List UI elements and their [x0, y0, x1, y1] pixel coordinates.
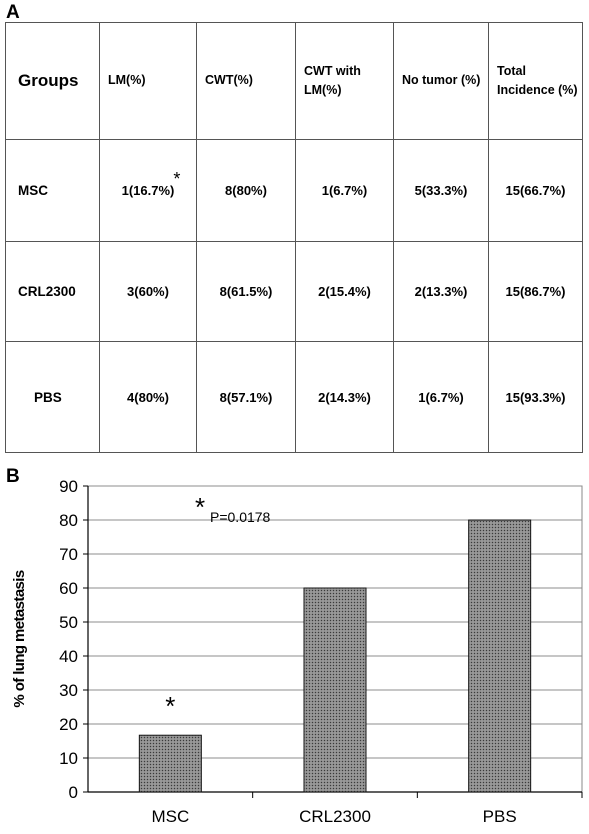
- p-value-annotation: P=0.0178: [210, 509, 271, 525]
- y-tick-label: 40: [59, 647, 78, 666]
- table-cell: 2(14.3%): [295, 341, 394, 453]
- header-total-incidence: Total Incidence (%): [488, 22, 583, 140]
- table-cell: 8(57.1%): [196, 341, 296, 453]
- y-tick-label: 90: [59, 477, 78, 496]
- x-tick-label: MSC: [151, 807, 189, 826]
- group-cell: CRL2300: [5, 241, 100, 342]
- y-tick-label: 80: [59, 511, 78, 530]
- msc-significance-star: *: [165, 691, 175, 721]
- y-tick-label: 70: [59, 545, 78, 564]
- header-lm: LM(%): [99, 22, 197, 140]
- panel-label-a: A: [6, 2, 20, 23]
- group-cell: MSC: [5, 139, 100, 242]
- group-cell: PBS: [5, 341, 100, 453]
- incidence-table: Groups LM(%) CWT(%) CWT with LM(%) No tu…: [5, 22, 583, 453]
- y-tick-label: 60: [59, 579, 78, 598]
- y-tick-label: 10: [59, 749, 78, 768]
- table-cell: 2(13.3%): [393, 241, 489, 342]
- table-row: CRL2300 3(60%) 8(61.5%) 2(15.4%) 2(13.3%…: [5, 241, 583, 342]
- table-cell: 1(6.7%): [393, 341, 489, 453]
- lung-metastasis-bar-chart: 0 10 20 30 40 50 60 70 80 90 MSC CRL2300 PBS % of l…: [11, 477, 583, 826]
- table-cell: 3(60%): [99, 241, 197, 342]
- bar-msc: [138, 734, 202, 793]
- table-cell: 1(16.7%) *: [99, 139, 197, 242]
- y-tick-label: 0: [69, 783, 78, 802]
- header-cwt-with-lm: CWT with LM(%): [295, 22, 394, 140]
- table-cell: 5(33.3%): [393, 139, 489, 242]
- header-cwt: CWT(%): [196, 22, 296, 140]
- table-cell: 15(66.7%): [488, 139, 583, 242]
- header-no-tumor: No tumor (%): [393, 22, 489, 140]
- bar-crl2300: [303, 587, 367, 793]
- table-row: MSC 1(16.7%) * 8(80%) 1(6.7%) 5(33.3%) 15…: [5, 139, 583, 242]
- y-tick-label: 20: [59, 715, 78, 734]
- y-axis-label: % of lung metastasis: [11, 570, 28, 707]
- table-header-row: Groups LM(%) CWT(%) CWT with LM(%) No tu…: [5, 22, 583, 140]
- x-tick-label: PBS: [483, 807, 517, 826]
- table-cell: 1(6.7%): [295, 139, 394, 242]
- table-cell: 8(80%): [196, 139, 296, 242]
- y-tick-label: 30: [59, 681, 78, 700]
- table-cell: 15(86.7%): [488, 241, 583, 342]
- table-cell: 15(93.3%): [488, 341, 583, 453]
- p-value-star: *: [195, 492, 205, 522]
- bar-pbs: [468, 519, 532, 793]
- panel-label-b: B: [6, 466, 20, 487]
- table-cell: 2(15.4%): [295, 241, 394, 342]
- header-groups: Groups: [5, 22, 100, 140]
- x-tick-label: CRL2300: [299, 807, 371, 826]
- cell-value: 1(16.7%): [121, 183, 175, 198]
- y-tick-label: 50: [59, 613, 78, 632]
- significance-marker: *: [173, 169, 181, 189]
- table-row: PBS 4(80%) 8(57.1%) 2(14.3%) 1(6.7%) 15(…: [5, 341, 583, 453]
- table-cell: 8(61.5%): [196, 241, 296, 342]
- table-cell: 4(80%): [99, 341, 197, 453]
